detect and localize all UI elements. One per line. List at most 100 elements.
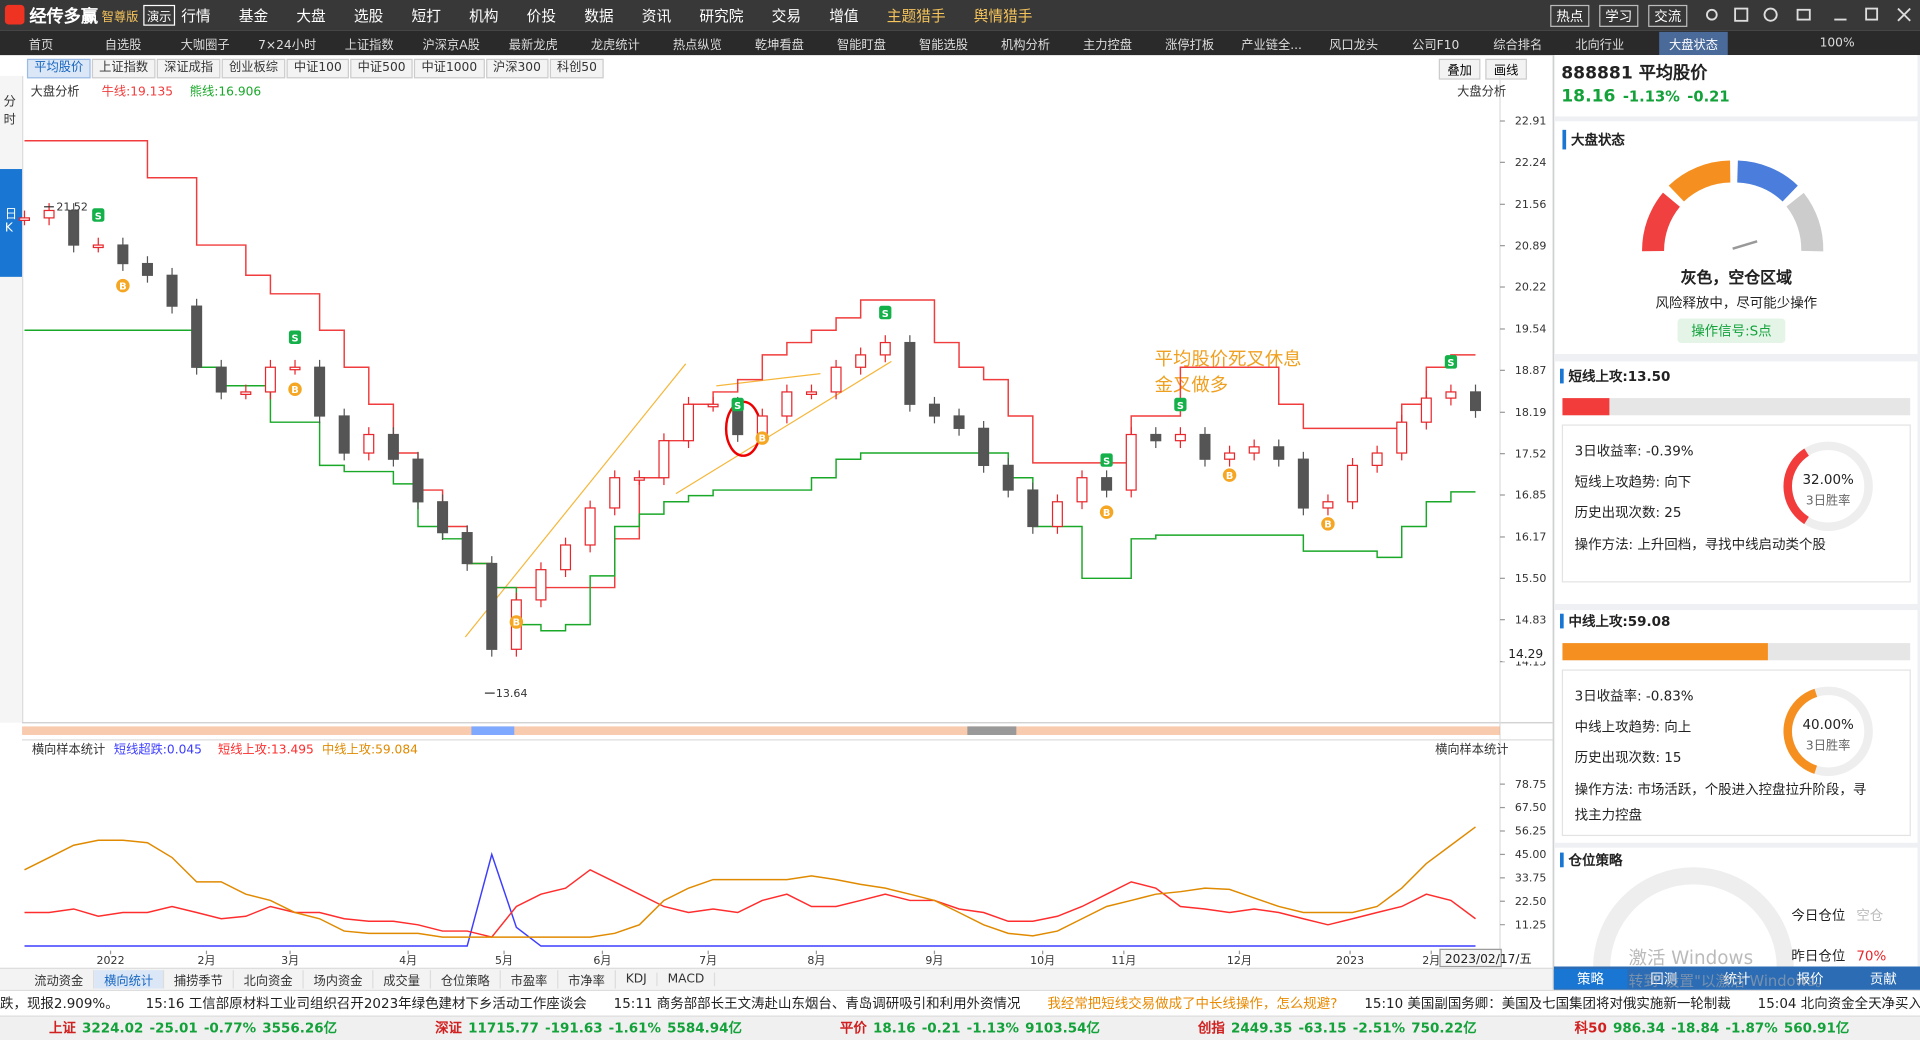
ticker-item[interactable]: 15:16 工信部原材料工业司组织召开2023年绿色建材下乡活动工作座谈会 <box>145 995 587 1012</box>
candle <box>1051 501 1063 528</box>
index-value: 986.34 <box>1612 1019 1665 1036</box>
index-tab[interactable]: 中证1000 <box>414 58 485 79</box>
candle <box>1150 433 1162 442</box>
index-tab[interactable]: 科创50 <box>549 58 605 79</box>
nav-item[interactable]: 龙虎统计 <box>590 38 640 53</box>
index-tab[interactable]: 中证500 <box>350 58 413 79</box>
menu-right-item[interactable]: 学习 <box>1599 4 1639 27</box>
menu-item[interactable]: 舆情猎手 <box>973 7 1033 25</box>
nav-item[interactable]: 产业链全... <box>1241 38 1302 53</box>
menu-item[interactable]: 价投 <box>526 7 557 25</box>
candle <box>141 262 153 276</box>
ticker-item[interactable]: 15:11 商务部部长王文涛赴山东烟台、青岛调研吸引和利用外资情况 <box>613 995 1021 1012</box>
demo[interactable]: 演示 <box>143 4 176 26</box>
nav-item[interactable]: 综合排名 <box>1493 38 1543 53</box>
index-tab[interactable]: 深证成指 <box>156 58 221 79</box>
ticker-item[interactable]: 跌，现报2.909%。 <box>0 995 119 1012</box>
menu-item[interactable]: 主题猎手 <box>886 7 946 25</box>
candle <box>879 341 891 356</box>
side-tab[interactable]: 日K <box>4 208 18 236</box>
menu-item[interactable]: 数据 <box>584 7 614 25</box>
overlay-button[interactable]: 叠加 <box>1438 58 1481 80</box>
bottom-tab[interactable]: 捕捞季节 <box>164 969 234 988</box>
menu-item[interactable]: 研究院 <box>699 7 744 25</box>
nav-item[interactable]: 智能选股 <box>918 38 968 53</box>
indices: 上证 3224.02 -25.01 -0.77% 3556.26亿 深证 11715.77-… <box>49 1016 1920 1040</box>
menu-item[interactable]: 资讯 <box>641 7 672 25</box>
nav-item[interactable]: 沪深京A股 <box>422 38 480 53</box>
window-icons <box>1706 7 1911 22</box>
signal-badge <box>1321 517 1335 531</box>
menu-item[interactable]: 短打 <box>411 7 441 25</box>
ticker-item[interactable]: 15:10 美国副国务卿：美国及七国集团将对俄实施新一轮制裁 <box>1364 995 1731 1012</box>
bottom-tab[interactable]: 场内资金 <box>304 969 374 988</box>
nav-item[interactable]: 最新龙虎 <box>508 38 558 53</box>
nav-item[interactable]: 乾坤看盘 <box>754 38 804 53</box>
panel-tab[interactable]: 报价 <box>1796 970 1824 987</box>
chart-title: 大盘分析 <box>31 84 80 99</box>
nav-item[interactable]: 北向行业 <box>1575 38 1625 53</box>
state: 灰色，空仓区域 <box>1680 269 1793 288</box>
panel-graphics: 短线上攻:13.50 3日收益率: -0.39% 短线上攻趋势: 向下历史出现次数:… <box>1560 368 1911 968</box>
progress-bg <box>1562 398 1911 416</box>
panel-tab[interactable]: 策略 <box>1553 968 1628 988</box>
candle <box>289 366 301 371</box>
nav-item[interactable]: 大咖圈子 <box>180 38 230 53</box>
nav-active[interactable]: 大盘状态 <box>1659 31 1728 55</box>
ticker-item[interactable]: 15:04 北向资金全天净买入20 <box>1757 995 1920 1012</box>
bottom-tab[interactable]: 流动资金 <box>24 969 95 988</box>
bottom-tab[interactable]: 仓位策略 <box>431 969 501 988</box>
index-tab[interactable]: 平均股价 <box>26 58 91 79</box>
index-tab[interactable]: 上证指数 <box>91 58 156 79</box>
draw-button[interactable]: 画线 <box>1485 58 1527 80</box>
nav-item[interactable]: 风口龙头 <box>1329 38 1379 53</box>
nav-item[interactable]: 机构分析 <box>1001 38 1051 53</box>
index-tab[interactable]: 沪深300 <box>485 58 549 79</box>
menu-right-item[interactable]: 热点 <box>1550 4 1590 27</box>
bottom-tab[interactable]: 北向资金 <box>234 969 304 988</box>
nav-item[interactable]: 自选股 <box>104 38 142 53</box>
side-tab[interactable]: 分时 <box>3 95 16 128</box>
y-tick-label: 22.50 <box>1515 895 1547 908</box>
menu-item[interactable]: 行情 <box>181 7 211 25</box>
panel-tab[interactable]: 贡献 <box>1869 970 1897 987</box>
menu-item[interactable]: 选股 <box>353 7 384 25</box>
candle <box>1273 446 1285 460</box>
candle <box>535 569 547 601</box>
candle <box>904 341 916 405</box>
menu-item[interactable]: 大盘 <box>296 7 326 25</box>
menu-right-item[interactable]: 交流 <box>1648 4 1688 27</box>
bottom-tab[interactable]: 横向统计 <box>94 969 165 988</box>
nav-item[interactable]: 上证指数 <box>344 38 394 53</box>
nav-item[interactable]: 涨停打板 <box>1165 38 1215 53</box>
candle <box>584 507 596 546</box>
bottom-tab[interactable]: 成交量 <box>373 969 432 988</box>
menu-item[interactable]: 增值 <box>829 7 859 25</box>
bottom-tab[interactable]: 市净率 <box>558 969 616 988</box>
panel-tab[interactable]: 回测 <box>1650 970 1678 987</box>
candle <box>264 366 276 393</box>
bottom-tab[interactable]: 市盈率 <box>501 969 559 988</box>
nav-item[interactable]: 7×24小时 <box>258 38 317 53</box>
bottom-tab[interactable]: KDJ <box>616 972 658 986</box>
index-tab[interactable]: 中证100 <box>286 58 350 79</box>
nav-item[interactable]: 智能盯盘 <box>836 38 886 53</box>
nav-item[interactable]: 公司F10 <box>1412 38 1460 53</box>
signal-label: B <box>513 618 520 629</box>
menu-item[interactable]: 交易 <box>771 7 802 25</box>
zoom[interactable]: 100% <box>1819 36 1855 50</box>
menu-item[interactable]: 机构 <box>469 7 499 25</box>
index-tab[interactable]: 创业板综 <box>221 58 286 79</box>
bottom-tab[interactable]: MACD <box>658 972 716 986</box>
logo-icon <box>4 4 25 25</box>
nav-item[interactable]: 主力控盘 <box>1083 38 1133 53</box>
menu-item[interactable]: 基金 <box>238 7 269 25</box>
ticker-item[interactable]: 我经常把短线交易做成了中长线操作，怎么规避? <box>1047 995 1338 1012</box>
nav-item[interactable]: 热点纵览 <box>672 38 722 53</box>
index-value: 560.91亿 <box>1783 1020 1850 1037</box>
signal-label: B <box>1324 520 1331 531</box>
section-title: 中线上攻:59.08 <box>1569 613 1671 630</box>
nav-item[interactable]: 首页 <box>28 38 54 53</box>
panel-tab[interactable]: 统计 <box>1723 970 1751 987</box>
